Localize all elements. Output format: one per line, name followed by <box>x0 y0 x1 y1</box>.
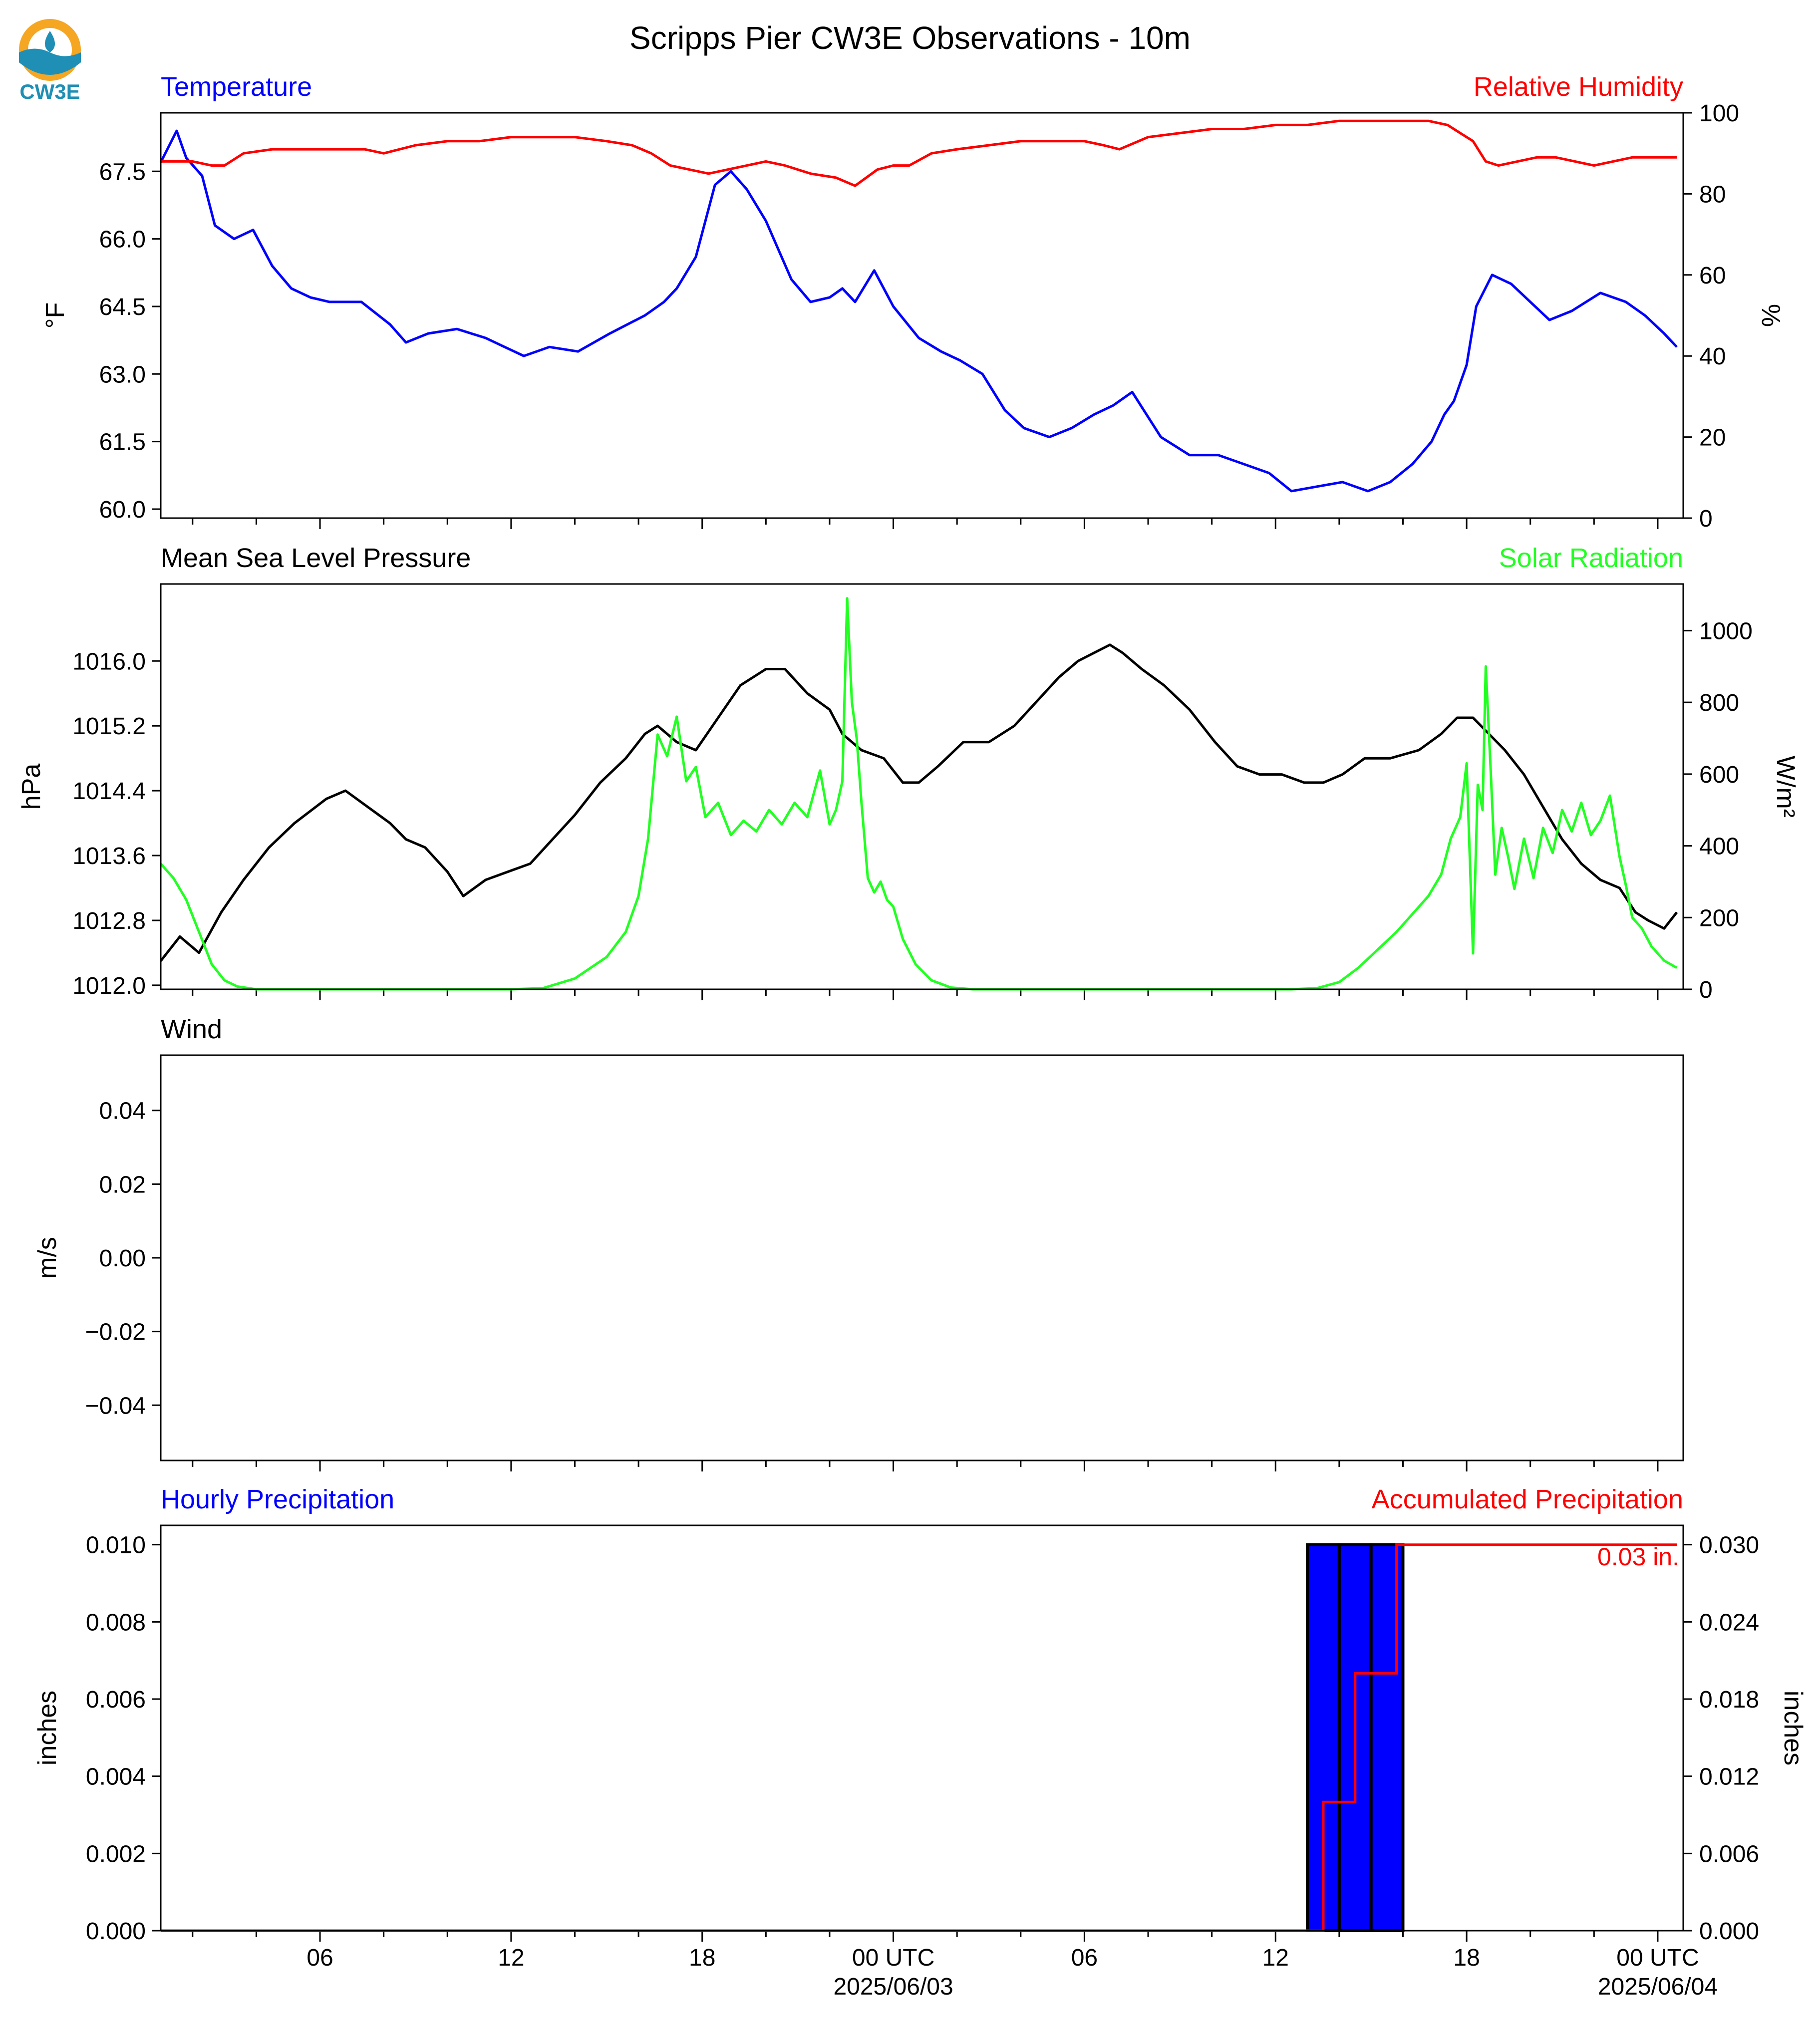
y-tick-label-right: 0.024 <box>1699 1609 1759 1636</box>
y-tick-label-left: 0.000 <box>86 1918 146 1945</box>
y-tick-label-left: 61.5 <box>99 429 146 456</box>
panel1-right-ylabel: % <box>1756 304 1785 327</box>
y-tick-label-right: 800 <box>1699 690 1739 716</box>
y-tick-label-right: 40 <box>1699 343 1726 370</box>
x-tick-label: 12 <box>498 1945 524 1971</box>
temperature-line <box>159 129 1678 493</box>
y-tick-label-right: 100 <box>1699 100 1739 127</box>
panel4-right-title: Accumulated Precipitation <box>1372 1484 1683 1514</box>
y-tick-label-right: 0.000 <box>1699 1918 1759 1945</box>
y-tick-label-left: 0.04 <box>99 1098 146 1125</box>
relative-humidity-line <box>161 119 1677 187</box>
y-tick-label-left: 1013.6 <box>72 843 146 869</box>
panel1-ticks: 60.0 61.5 63.0 64.5 66.0 67.5 0 20 40 60 80 100 <box>99 100 1740 532</box>
y-tick-label-left: 1014.4 <box>72 778 146 805</box>
y-tick-label-right: 0.012 <box>1699 1764 1759 1790</box>
x-axis-labels: 06 12 18 00 UTC 2025/06/03 06 12 18 00 UTC 2025/0… <box>306 1945 1718 2000</box>
logo-droplet-icon <box>45 31 55 52</box>
panel-wind: Wind m/s −0.04 −0.02 0.00 0.02 0.04 <box>33 1014 1684 1471</box>
y-tick-label-right: 60 <box>1699 263 1726 289</box>
mean-sea-level-pressure-line <box>160 643 1678 962</box>
y-tick-label-right: 600 <box>1699 762 1739 788</box>
y-tick-label-left: 1012.8 <box>72 908 146 934</box>
y-tick-label-left: 0.002 <box>86 1841 146 1867</box>
panel3-ticks: −0.04 −0.02 0.00 0.02 0.04 <box>85 1098 1659 1471</box>
x-tick-label: 06 <box>1071 1945 1098 1971</box>
x-tick-date-label: 2025/06/04 <box>1598 1974 1718 2000</box>
y-tick-label-left: −0.02 <box>85 1319 146 1346</box>
accumulated-total-label: 0.03 in. <box>1597 1543 1679 1571</box>
panel3-frame <box>160 1054 1684 1461</box>
y-tick-label-right: 400 <box>1699 834 1739 860</box>
y-tick-label-right: 0 <box>1699 977 1713 1003</box>
x-tick-label: 00 UTC <box>852 1945 934 1971</box>
precip-bar <box>1369 1543 1405 1933</box>
logo-text: CW3E <box>19 80 80 103</box>
panel4-ticks: 0.000 0.002 0.004 0.006 0.008 0.010 0.000 0.006… <box>86 1532 1759 1945</box>
y-tick-label-left: 1016.0 <box>72 648 146 675</box>
y-tick-label-left: 63.0 <box>99 361 146 388</box>
panel4-left-title: Hourly Precipitation <box>161 1484 394 1514</box>
panel-precipitation: Hourly Precipitation Accumulated Precipi… <box>33 1484 1808 1945</box>
y-tick-label-left: −0.04 <box>85 1393 146 1419</box>
y-tick-label-right: 0.018 <box>1699 1687 1759 1713</box>
panel1-series <box>159 119 1678 493</box>
y-tick-label-left: 0.010 <box>86 1532 146 1559</box>
panel1-right-title: Relative Humidity <box>1474 72 1683 102</box>
panel2-ticks: 1012.0 1012.8 1013.6 1014.4 1015.2 1016.0 0 200… <box>72 618 1753 1003</box>
panel4-frame <box>160 1524 1684 1932</box>
x-tick-label: 18 <box>1453 1945 1480 1971</box>
panel2-right-ylabel: W/m² <box>1771 756 1800 818</box>
y-tick-label-left: 0.006 <box>86 1687 146 1713</box>
y-tick-label-left: 1012.0 <box>72 973 146 999</box>
panel2-left-title: Mean Sea Level Pressure <box>161 543 471 573</box>
y-tick-label-left: 0.008 <box>86 1609 146 1636</box>
panel-pressure-solar: Mean Sea Level Pressure Solar Radiation … <box>17 543 1800 1003</box>
accumulated-precipitation-line <box>161 1543 1677 1932</box>
panel3-left-title: Wind <box>161 1014 222 1044</box>
panel1-frame <box>160 112 1684 519</box>
panel4-series <box>161 1543 1677 1933</box>
y-tick-label-left: 67.5 <box>99 159 146 185</box>
y-tick-label-right: 0.006 <box>1699 1841 1759 1867</box>
panel3-left-ylabel: m/s <box>33 1237 62 1279</box>
panel4-left-ylabel: inches <box>33 1691 62 1765</box>
y-tick-label-right: 0 <box>1699 506 1713 532</box>
solar-radiation-line <box>160 597 1678 991</box>
panel2-right-title: Solar Radiation <box>1499 543 1683 573</box>
panel4-right-ylabel: inches <box>1779 1691 1808 1765</box>
y-tick-label-right: 0.030 <box>1699 1532 1759 1559</box>
precip-bar <box>1337 1543 1373 1933</box>
panel2-series <box>160 597 1678 991</box>
y-tick-label-left: 0.004 <box>86 1764 146 1790</box>
panel1-left-title: Temperature <box>161 72 312 102</box>
y-tick-label-left: 0.00 <box>99 1245 146 1272</box>
panel2-frame <box>160 583 1684 990</box>
cw3e-logo: CW3E <box>19 19 81 103</box>
x-tick-label: 12 <box>1262 1945 1289 1971</box>
logo-wave <box>19 48 81 75</box>
y-tick-label-right: 80 <box>1699 181 1726 208</box>
x-tick-date-label: 2025/06/03 <box>833 1974 953 2000</box>
figure-title: Scripps Pier CW3E Observations - 10m <box>629 20 1191 56</box>
x-tick-label: 18 <box>689 1945 715 1971</box>
y-tick-label-right: 200 <box>1699 905 1739 931</box>
y-tick-label-left: 64.5 <box>99 294 146 320</box>
x-tick-label: 06 <box>306 1945 333 1971</box>
y-tick-label-left: 66.0 <box>99 227 146 253</box>
y-tick-label-right: 20 <box>1699 425 1726 451</box>
panel1-left-ylabel: °F <box>41 302 70 329</box>
y-tick-label-right: 1000 <box>1699 618 1753 644</box>
y-tick-label-left: 0.02 <box>99 1171 146 1198</box>
x-tick-label: 00 UTC <box>1616 1945 1699 1971</box>
panel-temperature-humidity: Temperature Relative Humidity °F % 60.06… <box>41 72 1785 532</box>
panel2-left-ylabel: hPa <box>17 764 46 810</box>
y-tick-label-left: 60.0 <box>99 497 146 523</box>
y-tick-label-left: 1015.2 <box>72 713 146 740</box>
